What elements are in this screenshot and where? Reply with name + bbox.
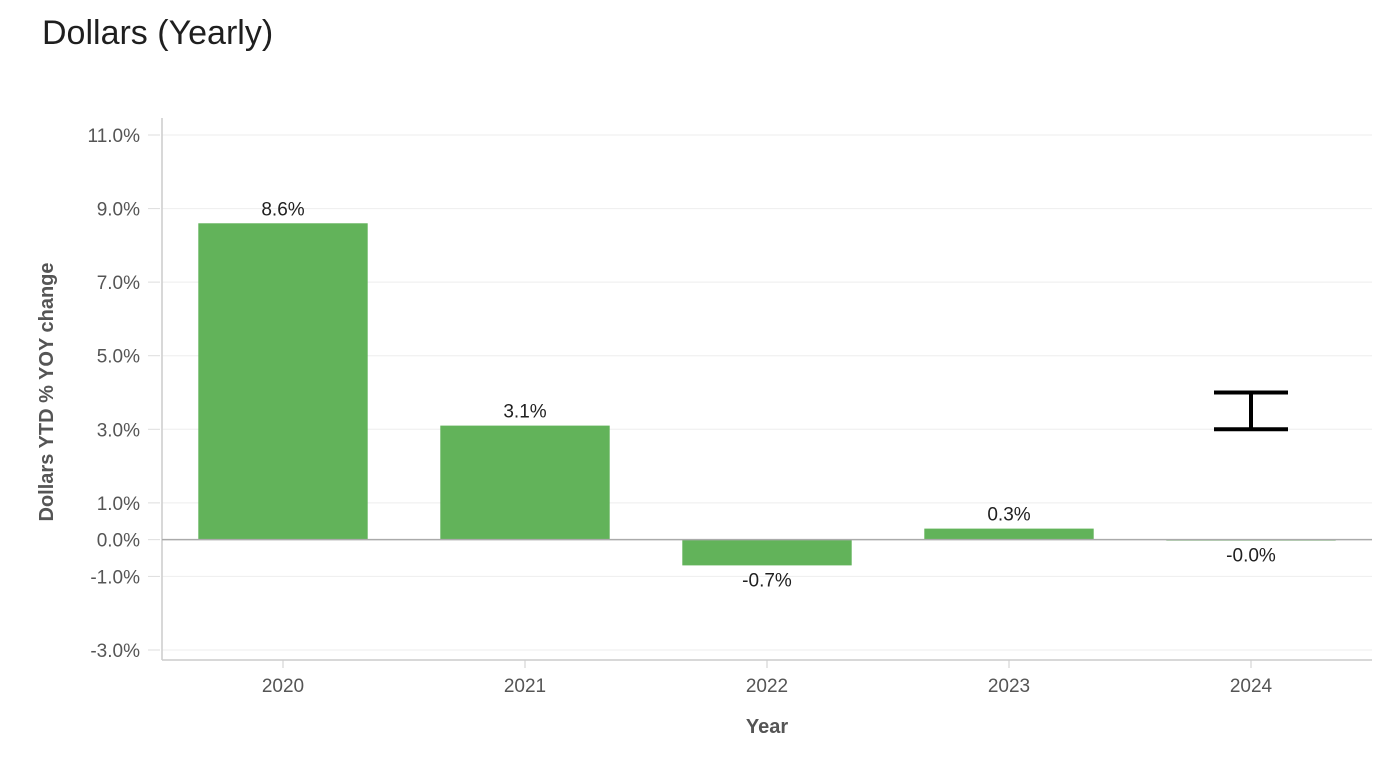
x-axis-title: Year [746, 716, 788, 738]
bar [682, 539, 852, 566]
y-tick-label: -3.0% [90, 641, 140, 662]
x-tick-label: 2020 [262, 676, 304, 697]
bar [198, 223, 368, 540]
y-tick-label: 9.0% [97, 200, 140, 221]
y-tick-label: 0.0% [97, 531, 140, 552]
y-tick-label: 3.0% [97, 420, 140, 441]
x-tick-label: 2021 [504, 676, 546, 697]
data-label: 8.6% [261, 199, 304, 220]
y-tick-label: 1.0% [97, 494, 140, 515]
bar [924, 528, 1094, 540]
x-tick-label: 2023 [988, 676, 1030, 697]
y-tick-label: 7.0% [97, 273, 140, 294]
y-tick-label: 11.0% [88, 126, 141, 147]
x-tick-label: 2024 [1230, 676, 1273, 697]
chart-title: Dollars (Yearly) [42, 14, 274, 52]
bar [440, 425, 610, 540]
data-label: 0.3% [987, 505, 1030, 526]
y-axis-title: Dollars YTD % YOY change [36, 263, 58, 522]
y-tick-label: -1.0% [90, 567, 140, 588]
data-label: -0.7% [742, 570, 792, 591]
x-tick-label: 2022 [746, 676, 788, 697]
data-label: -0.0% [1226, 546, 1276, 567]
y-tick-label: 5.0% [97, 347, 140, 368]
data-label: 3.1% [503, 402, 546, 423]
